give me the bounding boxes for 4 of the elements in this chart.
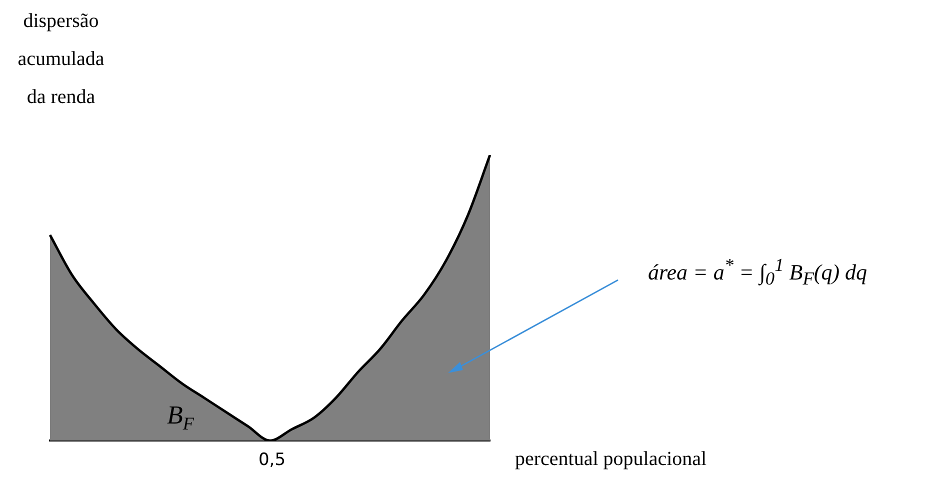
text: 0,5 <box>257 450 287 470</box>
y-axis-title: dispersão acumulada da renda <box>16 9 106 110</box>
x-axis-title: percentual populacional <box>515 448 707 471</box>
text: área = a$^{*}$ = ∫$_{0}$$^{1}$ B$_{F}$(q) dq <box>648 255 868 290</box>
